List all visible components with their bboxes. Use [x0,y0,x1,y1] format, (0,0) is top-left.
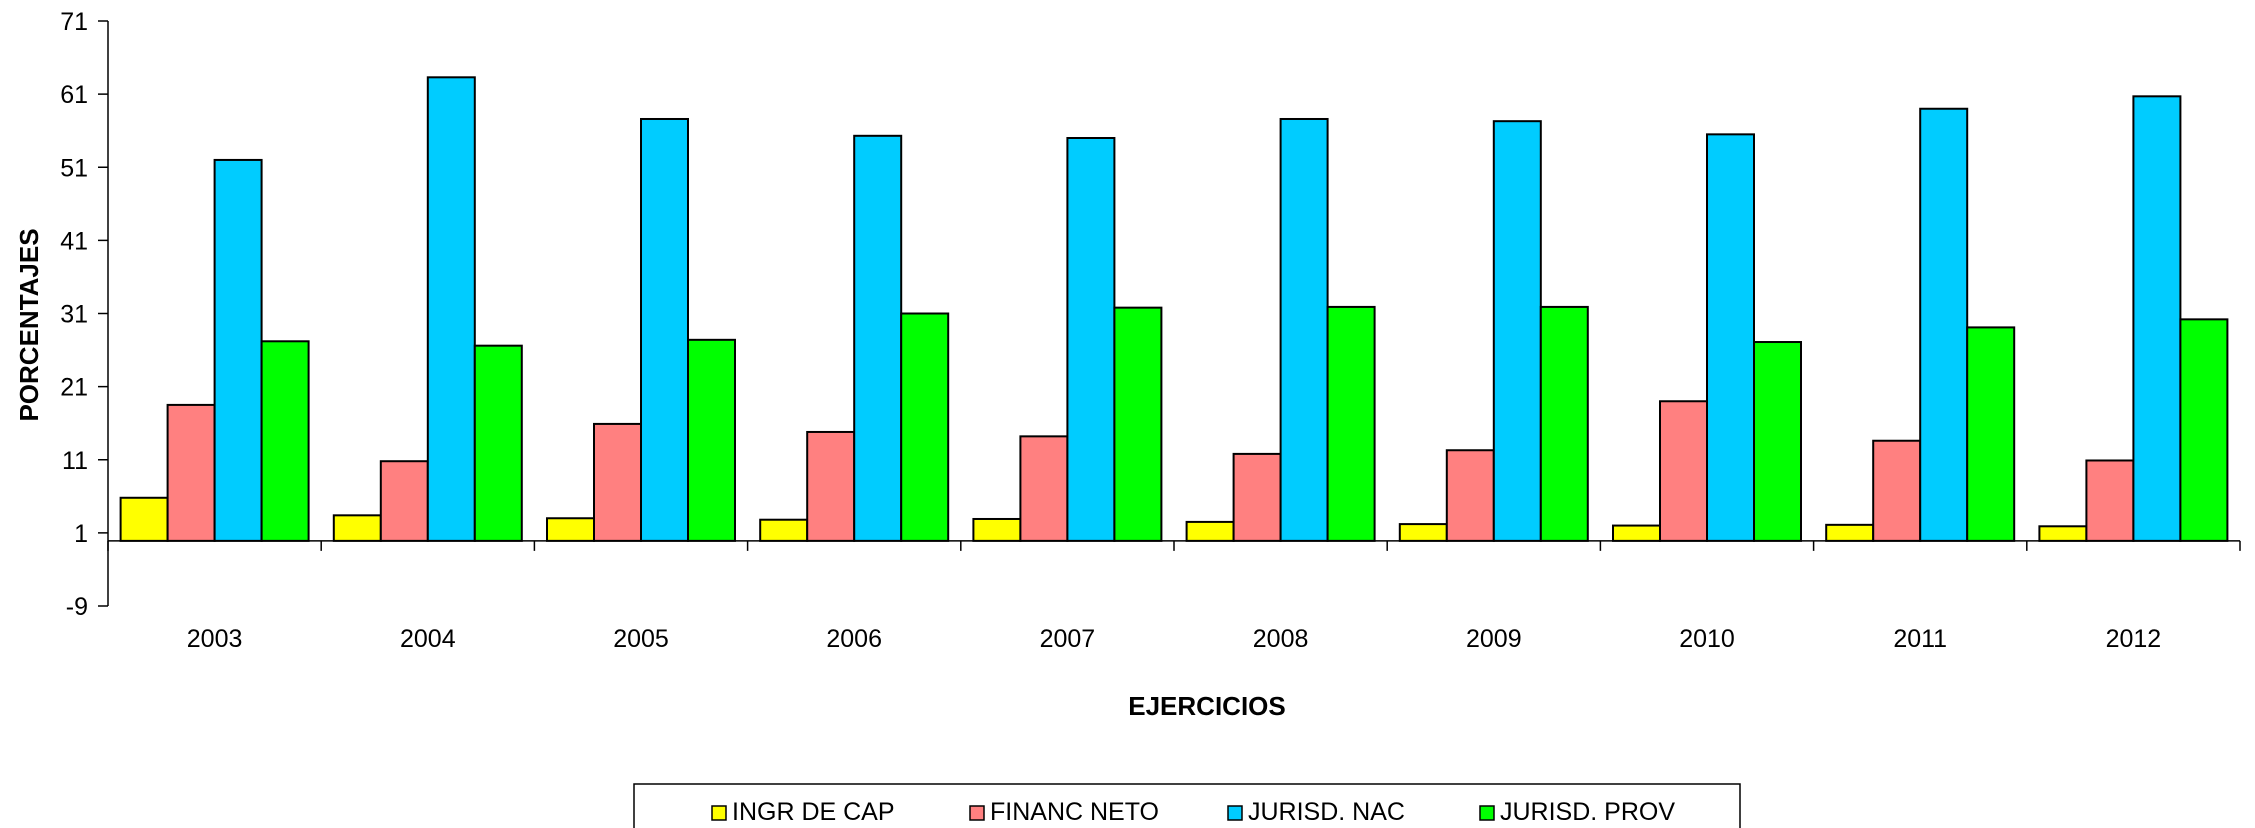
bar-jurisd-nac-2005 [640,117,689,542]
y-tick-label: -9 [66,593,88,621]
bar-jurisd-nac-2006 [853,134,903,542]
x-tick-label: 2007 [1040,625,1096,653]
y-axis-title: PORCENTAJES [14,228,44,421]
x-tick-label: 2009 [1466,625,1522,653]
bar-ingr-de-cap-2007 [972,517,1022,542]
bar-jurisd-nac-2010 [1706,133,1755,542]
y-tick-label: 51 [60,154,88,182]
bar-jurisd-prov-2005 [687,338,736,542]
bar-financ-neto-2012 [2085,459,2135,542]
bar-ingr-de-cap-2009 [1398,523,1448,542]
bar-jurisd-nac-2011 [1919,107,1969,542]
x-tick-label: 2003 [187,625,243,653]
bar-jurisd-prov-2007 [1113,306,1163,542]
bar-ingr-de-cap-2003 [119,496,169,542]
x-ticks-group: 2003 2004 2005 2006 2007 2008 2009 2010 2011 2012 [107,540,2241,653]
bar-jurisd-prov-2012 [2179,318,2229,542]
bar-ingr-de-cap-2011 [1825,523,1875,542]
bar-financ-neto-2010 [1659,400,1708,542]
bar-jurisd-prov-2011 [1966,326,2016,542]
y-tick-label: 41 [60,227,88,255]
bar-financ-neto-2006 [806,430,856,542]
bar-jurisd-nac-2008 [1279,117,1329,542]
bar-jurisd-prov-2010 [1753,341,1802,542]
legend-items: INGR DE CAP FINANC NETO JURISD. NAC JURISD.… [711,798,1675,826]
legend: INGR DE CAP FINANC NETO JURISD. NAC JURISD.… [633,783,1741,828]
y-tick-label: 71 [60,8,88,36]
legend-swatch [969,805,985,821]
legend-swatch [711,805,727,821]
bar-jurisd-prov-2004 [473,344,523,542]
legend-label: FINANC NETO [990,798,1159,826]
legend-swatch [1227,805,1243,821]
y-tick-label: 31 [60,301,88,329]
x-tick-label: 2006 [826,625,882,653]
bars-group [119,76,2229,542]
bar-jurisd-nac-2007 [1066,137,1116,542]
x-tick-label: 2005 [613,625,669,653]
bar-jurisd-prov-2006 [900,312,950,542]
bar-financ-neto-2003 [166,403,216,542]
bar-jurisd-prov-2003 [260,340,310,542]
bar-jurisd-prov-2008 [1326,305,1376,542]
y-tick-label: 1 [74,520,88,548]
bar-ingr-de-cap-2012 [2038,525,2088,542]
bar-financ-neto-2008 [1232,452,1282,542]
x-tick-label: 2012 [2106,625,2162,653]
bar-financ-neto-2005 [593,422,642,542]
y-tick-label: 61 [60,81,88,109]
bar-jurisd-nac-2012 [2132,95,2182,542]
legend-box [633,783,1741,828]
legend-swatch [1479,805,1495,821]
bar-ingr-de-cap-2010 [1612,524,1661,542]
bar-financ-neto-2009 [1445,449,1495,542]
bar-jurisd-prov-2009 [1539,305,1589,542]
bar-financ-neto-2007 [1019,435,1069,542]
legend-label: INGR DE CAP [732,798,895,826]
y-tick-label: 21 [60,374,88,402]
bar-ingr-de-cap-2008 [1185,520,1235,542]
x-tick-label: 2008 [1253,625,1309,653]
bar-jurisd-nac-2003 [213,158,263,542]
bar-jurisd-nac-2009 [1492,120,1542,542]
bar-financ-neto-2011 [1872,439,1922,542]
bar-jurisd-nac-2004 [426,76,476,542]
x-tick-label: 2004 [400,625,456,653]
x-tick-label: 2011 [1893,625,1947,653]
bar-ingr-de-cap-2005 [546,517,595,542]
bar-ingr-de-cap-2004 [332,514,382,542]
x-tick-label: 2010 [1679,625,1735,653]
y-tick-label: 11 [62,447,88,475]
x-axis-title: EJERCICIOS [1128,691,1286,721]
legend-label: JURISD. NAC [1248,798,1405,826]
bar-financ-neto-2004 [379,460,429,542]
bar-ingr-de-cap-2006 [759,518,809,542]
legend-label: JURISD. PROV [1500,798,1675,826]
